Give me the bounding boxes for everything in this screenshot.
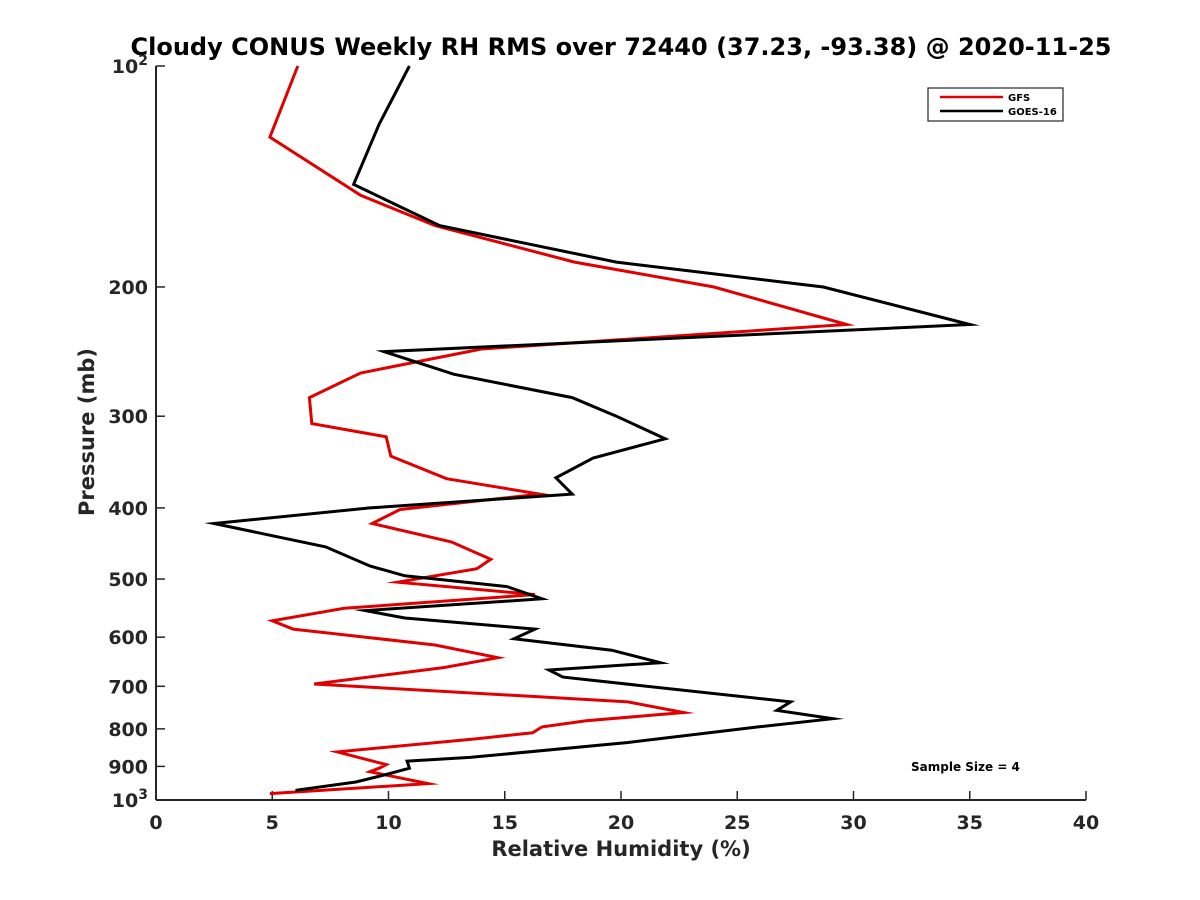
legend: GFS GOES-16 — [927, 87, 1064, 122]
y-tick-label: 102 — [112, 53, 148, 78]
x-tick-label: 35 — [957, 812, 983, 834]
y-tick-label: 600 — [108, 627, 148, 649]
y-tick-label: 400 — [108, 498, 148, 520]
y-tick-label: 900 — [108, 756, 148, 778]
chart-title: Cloudy CONUS Weekly RH RMS over 72440 (3… — [131, 33, 1112, 61]
y-tick-label: 700 — [108, 676, 148, 698]
y-tick-label: 800 — [108, 719, 148, 741]
y-axis-label: Pressure (mb) — [75, 348, 99, 516]
x-tick-label: 0 — [149, 812, 162, 834]
x-tick-label: 20 — [608, 812, 634, 834]
plot-lines — [204, 65, 980, 796]
y-tick-label: 200 — [108, 277, 148, 299]
x-tick-label: 25 — [724, 812, 750, 834]
x-tick-label: 15 — [492, 812, 518, 834]
legend-label-goes16: GOES-16 — [1008, 107, 1057, 118]
x-axis-label: Relative Humidity (%) — [491, 837, 750, 861]
x-tick-label: 40 — [1073, 812, 1099, 834]
y-tick-label: 103 — [112, 787, 148, 812]
x-tick-label: 30 — [840, 812, 866, 834]
legend-box — [927, 87, 1064, 122]
x-tick-label: 5 — [266, 812, 279, 834]
axes: 0 5 10 15 20 25 30 35 40 102 200 300 400 500 600 700 800… — [108, 53, 1099, 834]
x-tick-label: 10 — [375, 812, 401, 834]
y-tick-label: 500 — [108, 569, 148, 591]
sample-size-annotation: Sample Size = 4 — [911, 760, 1020, 774]
y-tick-label: 300 — [108, 406, 148, 428]
series-line-goes16 — [204, 65, 980, 792]
legend-label-gfs: GFS — [1008, 93, 1030, 104]
